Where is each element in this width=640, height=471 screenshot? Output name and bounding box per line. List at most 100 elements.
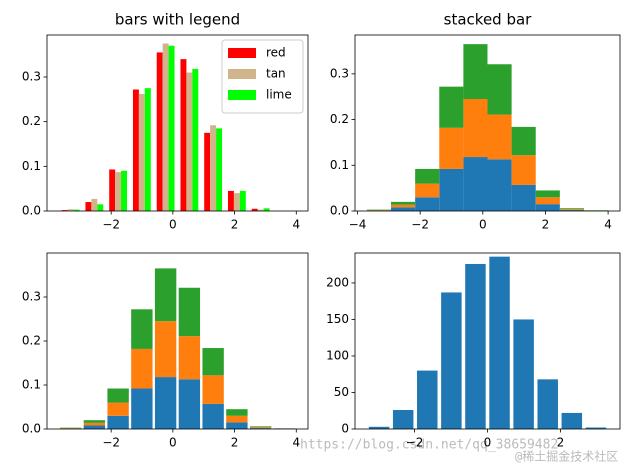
bar — [415, 169, 439, 184]
x-tick-label: −2 — [102, 436, 120, 450]
bar — [131, 349, 152, 389]
x-tick-label: 0 — [169, 218, 177, 232]
bar — [155, 268, 176, 321]
y-tick-label: 0.2 — [22, 334, 41, 348]
y-tick-label: 50 — [334, 385, 349, 399]
bar — [250, 427, 271, 428]
bar — [202, 375, 223, 404]
bar — [537, 379, 557, 429]
bar — [441, 292, 461, 429]
legend-swatch — [228, 48, 256, 58]
x-tick-label: 2 — [231, 436, 239, 450]
axes-frame — [47, 253, 308, 429]
bar — [393, 410, 413, 429]
bar — [512, 127, 536, 155]
bar — [121, 171, 127, 211]
bar — [536, 197, 560, 204]
y-tick-label: 0.1 — [22, 378, 41, 392]
y-tick-label: 0.2 — [22, 114, 41, 128]
bar — [107, 416, 128, 429]
legend-label: lime — [266, 88, 292, 102]
bar — [107, 389, 128, 403]
bar — [488, 115, 512, 160]
bar — [391, 205, 415, 208]
bar — [415, 184, 439, 198]
bar — [109, 169, 115, 211]
y-tick-label: 0 — [341, 422, 349, 436]
y-tick-label: 0.0 — [22, 422, 41, 436]
bar — [155, 377, 176, 429]
bar — [226, 416, 247, 423]
bar — [560, 208, 584, 209]
bar — [169, 46, 175, 211]
bar — [226, 422, 247, 429]
bar — [84, 423, 105, 426]
x-tick-label: 4 — [604, 218, 612, 232]
bar — [488, 159, 512, 211]
x-tick-label: 4 — [292, 436, 300, 450]
legend-label: red — [266, 46, 286, 60]
bar — [463, 44, 487, 99]
bar — [465, 264, 485, 429]
bar — [463, 157, 487, 211]
bar — [131, 309, 152, 349]
x-tick-label: 2 — [231, 218, 239, 232]
bar — [133, 89, 139, 211]
y-tick-label: 0.1 — [22, 159, 41, 173]
bar — [157, 52, 163, 211]
bar — [210, 125, 216, 211]
x-tick-label: −2 — [406, 436, 424, 450]
bar — [562, 413, 582, 429]
bar — [489, 257, 509, 429]
bar — [163, 43, 169, 211]
bar — [84, 425, 105, 429]
bar — [560, 209, 584, 210]
bar — [179, 288, 200, 336]
x-tick-label: 2 — [542, 218, 550, 232]
bar — [512, 185, 536, 211]
bar — [204, 133, 210, 211]
bar — [240, 191, 246, 211]
bar — [512, 155, 536, 185]
axes-frame — [355, 253, 620, 429]
bar — [228, 191, 234, 211]
legend-swatch — [228, 69, 256, 79]
bar — [155, 321, 176, 377]
bar — [391, 207, 415, 211]
bar — [115, 172, 121, 211]
y-tick-label: 0.0 — [22, 204, 41, 218]
x-tick-label: 4 — [292, 218, 300, 232]
chart-title: bars with legend — [115, 11, 240, 29]
x-tick-label: −4 — [349, 218, 367, 232]
bar — [234, 193, 240, 211]
y-tick-label: 0.3 — [330, 66, 349, 80]
bar — [179, 336, 200, 379]
bar — [97, 204, 103, 211]
bar — [145, 88, 151, 211]
bar — [226, 409, 247, 416]
bar — [536, 204, 560, 211]
bar — [84, 420, 105, 423]
bar — [202, 404, 223, 429]
bar — [264, 208, 270, 211]
bar — [463, 99, 487, 157]
bar — [513, 319, 533, 429]
legend-swatch — [228, 90, 256, 100]
bar — [417, 371, 437, 429]
bar — [85, 202, 91, 211]
bar — [439, 169, 463, 211]
bar — [536, 190, 560, 197]
x-tick-label: 2 — [557, 436, 565, 450]
watermark: @稀土掘金技术社区 — [515, 449, 618, 464]
y-tick-label: 0.0 — [330, 204, 349, 218]
bar — [131, 389, 152, 429]
y-tick-label: 200 — [326, 275, 349, 289]
bar — [488, 64, 512, 114]
bar — [216, 128, 222, 211]
x-tick-label: 0 — [479, 218, 487, 232]
x-tick-label: −2 — [102, 218, 120, 232]
bar — [91, 199, 97, 211]
bar — [107, 403, 128, 416]
y-tick-label: 100 — [326, 348, 349, 362]
